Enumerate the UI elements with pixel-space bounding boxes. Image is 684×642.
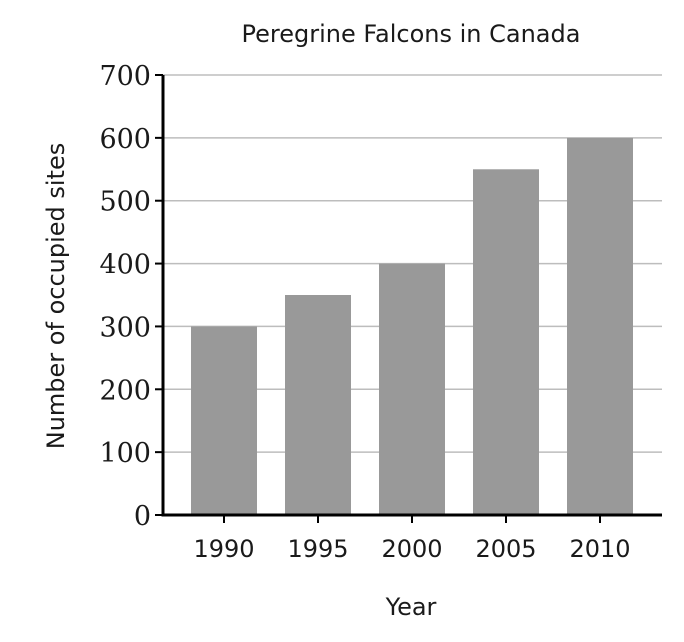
x-tick-label: 1990 bbox=[193, 535, 254, 563]
bar-2005 bbox=[473, 169, 539, 516]
x-tick-labels: 1990 1995 2000 2005 2010 bbox=[193, 515, 631, 563]
bar-2000 bbox=[379, 263, 445, 515]
bars bbox=[191, 137, 633, 516]
y-tick-label: 300 bbox=[99, 312, 151, 343]
y-tick-label: 400 bbox=[99, 250, 151, 281]
bar-1995 bbox=[285, 295, 351, 515]
y-axis-title: Number of occupied sites bbox=[42, 143, 70, 449]
x-tick-label: 2005 bbox=[475, 535, 536, 563]
x-tick-label: 2010 bbox=[569, 535, 630, 563]
y-tick-label: 200 bbox=[99, 375, 151, 406]
y-tick-label: 0 bbox=[134, 501, 151, 532]
y-tick-label: 100 bbox=[99, 438, 151, 469]
x-tick-label: 1995 bbox=[287, 535, 348, 563]
y-tick-labels: 0 100 200 300 400 500 600 700 bbox=[99, 61, 163, 532]
x-tick-label: 2000 bbox=[381, 535, 442, 563]
y-tick-label: 600 bbox=[99, 124, 151, 155]
y-tick-label: 500 bbox=[99, 187, 151, 218]
bar-2010 bbox=[567, 137, 633, 515]
y-tick-label: 700 bbox=[99, 61, 151, 92]
chart-title: Peregrine Falcons in Canada bbox=[242, 20, 581, 48]
x-axis-title: Year bbox=[385, 593, 437, 621]
bar-1990 bbox=[191, 326, 257, 515]
